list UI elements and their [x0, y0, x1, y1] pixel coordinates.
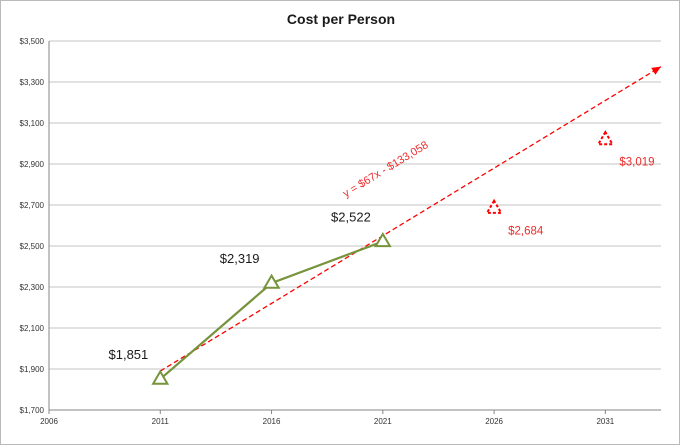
data-label: $2,684: [508, 225, 544, 237]
y-tick-label: $1,700: [20, 406, 45, 415]
series-group: [151, 130, 615, 385]
y-tick-label: $2,300: [20, 283, 45, 292]
data-point-marker-projected: [485, 198, 503, 214]
data-point-marker-projected: [596, 130, 615, 146]
y-tick-label: $2,700: [20, 201, 45, 210]
y-tick-label: $2,900: [20, 160, 45, 169]
x-tick-label: 2026: [485, 417, 503, 426]
trendline-group: y = $67x - $133,058: [159, 66, 662, 372]
axes: $1,700 $1,900 $2,100 $2,300 $2,500 $2,700 $2,9…: [20, 37, 661, 426]
data-point-marker-actual: [373, 232, 392, 248]
y-tick-label: $3,500: [20, 37, 45, 46]
data-labels: $1,851 $2,319 $2,522 $2,684 $3,019: [109, 157, 655, 362]
y-tick-label: $2,500: [20, 242, 45, 251]
gridlines: [49, 40, 661, 370]
data-point-marker-actual: [262, 273, 281, 289]
x-tick-label: 2006: [40, 417, 58, 426]
trendline-equation: y = $67x - $133,058: [341, 139, 431, 200]
data-label: $3,019: [619, 157, 654, 169]
x-tick-label: 2016: [263, 417, 281, 426]
trendline: [159, 66, 662, 372]
y-tick-label: $1,900: [20, 365, 45, 374]
trendline-arrowhead: [651, 66, 661, 75]
x-tick-label: 2021: [374, 417, 392, 426]
chart-title: Cost per Person: [287, 11, 395, 27]
y-tick-label: $3,300: [20, 78, 45, 87]
series-line-actual: [159, 240, 384, 380]
x-tick-label: 2031: [596, 417, 614, 426]
data-point-marker-actual: [151, 369, 170, 385]
data-label: $2,522: [331, 209, 371, 224]
data-label: $2,319: [220, 251, 260, 266]
x-tick-label: 2011: [152, 417, 170, 426]
y-tick-label: $3,100: [20, 119, 45, 128]
data-label: $1,851: [109, 347, 149, 362]
y-tick-label: $2,100: [20, 324, 45, 333]
